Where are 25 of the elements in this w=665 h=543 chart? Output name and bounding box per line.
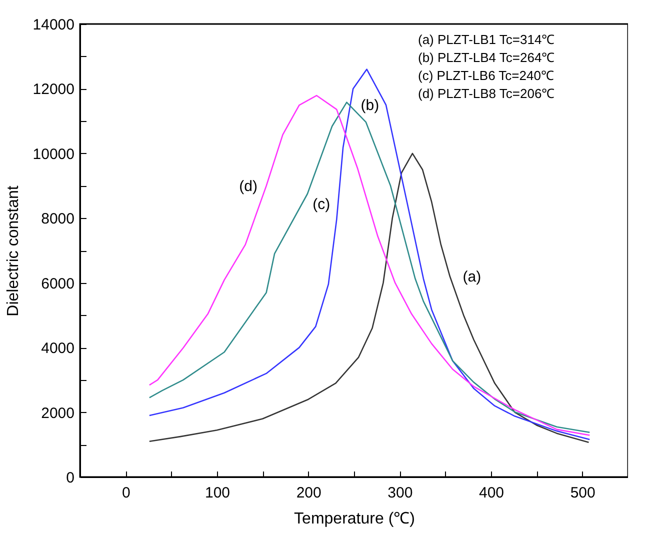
y-tick-label: 8000 [41, 210, 74, 228]
y-tick-label: 12000 [32, 81, 74, 98]
x-tick-label: 100 [204, 484, 230, 502]
annotation: (d) [239, 178, 258, 195]
y-tick-label: 10000 [32, 146, 74, 163]
annotation: (d) PLZT-LB8 Tc=206℃ [418, 86, 555, 101]
y-tick-label: 0 [66, 470, 74, 486]
annotation: (b) [360, 96, 380, 114]
y-tick-label: 6000 [41, 275, 74, 292]
y-axis-title: Dielectric constant [4, 185, 22, 316]
annotation: (a) [462, 268, 482, 286]
y-tick-label: 4000 [41, 340, 74, 358]
x-tick-label: 200 [296, 484, 322, 502]
annotation: (b) PLZT-LB4 Tc=264℃ [418, 50, 555, 65]
annotation: (a) PLZT-LB1 Tc=314℃ [418, 32, 555, 47]
annotation: (c) PLZT-LB6 Tc=240℃ [418, 68, 554, 83]
line-series [148, 152, 590, 444]
x-tick-label: 0 [122, 484, 130, 502]
y-tick-label: 2000 [41, 404, 74, 422]
annotation: (c) [312, 196, 330, 213]
x-axis-title: Temperature (℃) [294, 510, 415, 528]
y-tick-label: 14000 [32, 16, 74, 34]
x-tick-label: 300 [388, 484, 413, 502]
x-tick-label: 400 [478, 484, 504, 502]
x-tick-label: 500 [570, 484, 596, 502]
